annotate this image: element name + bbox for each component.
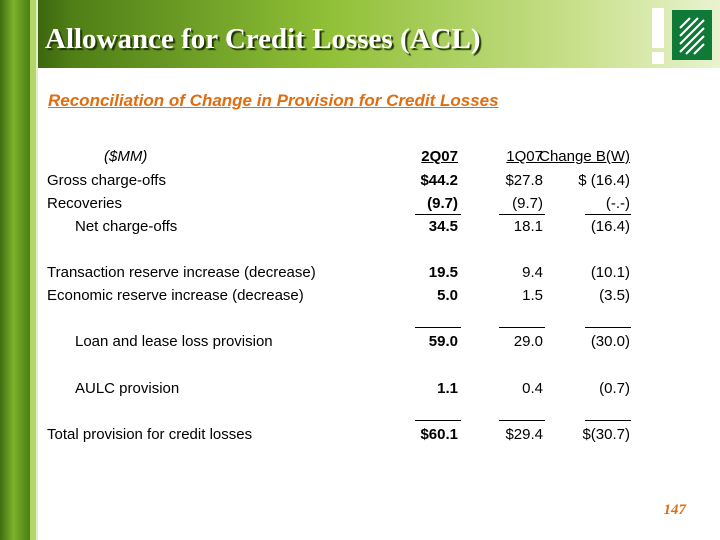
slide-title: Allowance for Credit Losses (ACL)	[45, 23, 481, 55]
row-value-1q07: $27.8	[505, 172, 543, 189]
page-number: 147	[663, 502, 687, 518]
row-value-1q07: 9.4	[522, 264, 543, 281]
row-value-1q07: 0.4	[522, 380, 543, 397]
row-value-2q07: 5.0	[437, 287, 458, 304]
row-value-change: (0.7)	[599, 380, 630, 397]
subtotal-rule	[499, 327, 545, 328]
row-value-change: $ (16.4)	[578, 172, 630, 189]
row-value-2q07: $60.1	[420, 426, 458, 443]
left-decorative-stripe-highlight	[36, 0, 38, 540]
company-logo-icon	[672, 10, 712, 60]
row-value-2q07: (9.7)	[427, 195, 458, 212]
row-label: Gross charge-offs	[47, 172, 166, 189]
subtotal-rule	[415, 420, 461, 421]
row-label: Recoveries	[47, 195, 123, 212]
left-decorative-stripe-light	[30, 0, 36, 540]
row-label: Transaction reserve increase (decrease)	[47, 264, 316, 281]
row-value-change: (16.4)	[590, 218, 630, 235]
row-value-1q07: $29.4	[505, 426, 543, 443]
units-header: ($MM)	[104, 148, 148, 165]
header-bars-decoration	[652, 8, 664, 64]
subtotal-rule	[585, 214, 631, 215]
row-value-2q07: 59.0	[428, 333, 458, 350]
row-value-1q07: (9.7)	[512, 195, 543, 212]
col-change-header: Change B(W)	[539, 148, 630, 165]
slide-header	[0, 0, 720, 68]
row-label: Loan and lease loss provision	[75, 333, 273, 350]
row-value-2q07: $44.2	[420, 172, 458, 189]
subtotal-rule	[585, 327, 631, 328]
col-2q07-header: 2Q07	[421, 148, 458, 165]
row-value-change: (3.5)	[599, 287, 630, 304]
row-value-change: (30.0)	[590, 333, 630, 350]
row-value-1q07: 1.5	[522, 287, 543, 304]
row-value-2q07: 34.5	[428, 218, 458, 235]
col-1q07-header: 1Q07	[506, 148, 543, 165]
left-decorative-stripe	[0, 0, 30, 540]
subtotal-rule	[415, 327, 461, 328]
row-label: Total provision for credit losses	[47, 426, 253, 443]
subtotal-rule	[415, 214, 461, 215]
row-label: Net charge-offs	[75, 218, 178, 235]
row-value-change: $(30.7)	[582, 426, 630, 443]
row-value-1q07: 18.1	[513, 218, 543, 235]
row-label: Economic reserve increase (decrease)	[47, 287, 304, 304]
row-label: AULC provision	[75, 380, 180, 397]
subtotal-rule	[499, 420, 545, 421]
row-value-1q07: 29.0	[513, 333, 543, 350]
row-value-2q07: 19.5	[428, 264, 458, 281]
subtotal-rule	[499, 214, 545, 215]
row-value-2q07: 1.1	[437, 380, 458, 397]
slide-subtitle: Reconciliation of Change in Provision fo…	[48, 91, 499, 110]
row-value-change: (10.1)	[590, 264, 630, 281]
row-value-change: (-.-)	[605, 195, 630, 212]
subtotal-rule	[585, 420, 631, 421]
